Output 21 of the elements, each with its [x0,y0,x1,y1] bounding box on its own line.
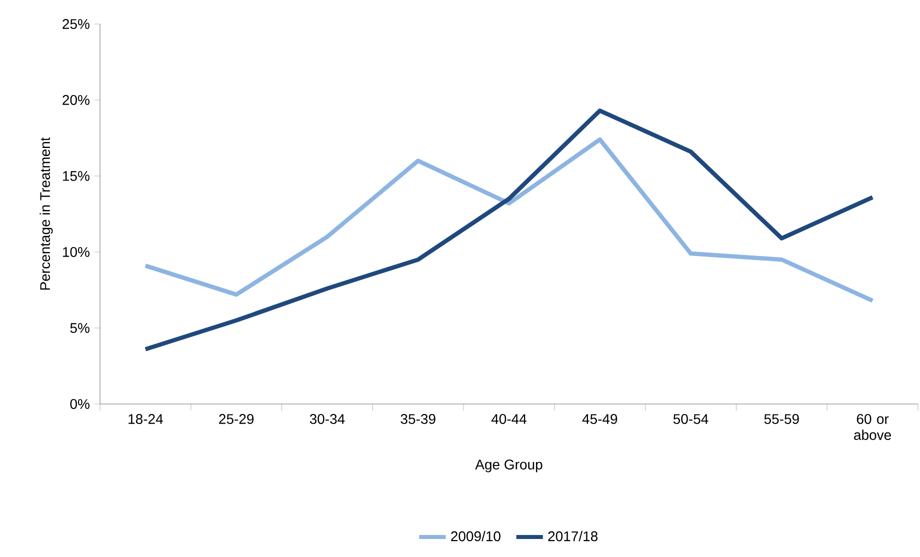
x-tick-label: 30-34 [310,414,345,424]
line-series [143,108,875,352]
y-tick-label: 25% [62,19,90,29]
y-tick-label: 5% [70,323,90,333]
legend-label: 2017/18 [548,530,598,542]
y-tick-label: 0% [70,399,90,409]
x-tick-label: 45-49 [582,414,618,424]
y-tick-label: 10% [63,247,90,257]
x-tick-label: 50-54 [673,414,708,424]
line-series [143,137,875,303]
x-tick-label: 18-24 [128,414,163,424]
x-axis-title: Age Group [475,460,542,472]
x-tick-label: 25-29 [219,414,254,424]
x-tick-label: 55-59 [764,414,799,424]
y-tick-label: 20% [62,95,90,105]
x-tick-label: 60 or above [854,414,891,440]
x-tick-label: 35-39 [400,414,436,424]
legend-label: 2009/10 [451,530,500,542]
y-axis-title: Percentage in Treatment [40,137,53,290]
x-tick-label: 40-44 [491,414,526,424]
y-tick-label: 15% [63,171,90,181]
